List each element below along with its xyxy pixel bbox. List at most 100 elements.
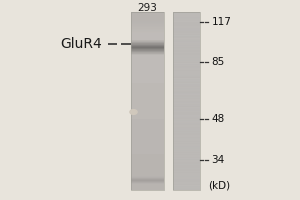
Bar bbox=[130, 62, 164, 63]
Bar bbox=[172, 40, 200, 41]
Bar bbox=[130, 186, 164, 187]
Bar bbox=[172, 120, 200, 121]
Bar bbox=[130, 105, 164, 106]
Bar bbox=[172, 98, 200, 99]
Bar bbox=[130, 40, 164, 41]
Bar bbox=[172, 96, 200, 97]
Bar bbox=[130, 75, 164, 76]
Bar bbox=[130, 46, 164, 47]
Bar bbox=[130, 97, 164, 98]
Bar bbox=[172, 42, 200, 43]
Bar bbox=[172, 146, 200, 147]
Bar bbox=[130, 144, 164, 145]
Bar bbox=[130, 162, 164, 163]
Bar bbox=[172, 114, 200, 115]
Bar bbox=[130, 124, 164, 125]
Bar bbox=[172, 36, 200, 37]
Bar bbox=[172, 148, 200, 149]
Bar bbox=[130, 109, 164, 110]
Bar bbox=[172, 28, 200, 29]
Bar bbox=[172, 79, 200, 80]
Bar bbox=[130, 94, 164, 95]
Bar bbox=[172, 126, 200, 127]
Bar bbox=[130, 56, 164, 57]
Bar bbox=[172, 174, 200, 175]
Bar bbox=[130, 155, 164, 156]
Bar bbox=[130, 70, 164, 71]
Bar bbox=[130, 135, 164, 136]
Bar bbox=[130, 103, 164, 104]
Bar bbox=[130, 182, 164, 183]
Bar bbox=[130, 121, 164, 122]
Bar bbox=[172, 151, 200, 152]
Bar bbox=[130, 179, 164, 180]
Bar bbox=[172, 21, 200, 22]
Bar bbox=[172, 49, 200, 50]
Bar bbox=[172, 87, 200, 88]
Bar bbox=[130, 125, 164, 126]
Bar bbox=[172, 101, 200, 102]
Bar bbox=[172, 103, 200, 104]
Bar bbox=[172, 52, 200, 53]
Bar bbox=[130, 122, 164, 123]
Bar bbox=[130, 59, 164, 60]
Bar bbox=[172, 117, 200, 118]
Bar bbox=[172, 52, 200, 53]
Bar bbox=[130, 42, 164, 43]
Bar bbox=[130, 44, 164, 45]
Bar bbox=[172, 134, 200, 135]
Text: GluR4: GluR4 bbox=[60, 37, 102, 51]
Bar bbox=[130, 21, 164, 22]
Bar bbox=[172, 170, 200, 171]
Bar bbox=[130, 84, 164, 85]
Bar bbox=[130, 145, 164, 146]
Bar bbox=[172, 88, 200, 89]
Bar bbox=[130, 110, 164, 111]
Bar bbox=[130, 76, 164, 77]
Bar bbox=[172, 56, 200, 57]
Bar bbox=[172, 108, 200, 109]
Bar bbox=[172, 27, 200, 28]
Bar bbox=[130, 20, 164, 21]
Bar bbox=[172, 165, 200, 166]
Bar bbox=[172, 138, 200, 139]
Bar bbox=[130, 57, 164, 58]
Bar bbox=[130, 167, 164, 168]
Bar bbox=[130, 176, 164, 177]
Bar bbox=[172, 176, 200, 177]
Bar bbox=[130, 35, 164, 36]
Bar bbox=[130, 69, 164, 70]
Bar bbox=[130, 92, 164, 93]
Bar bbox=[130, 142, 164, 143]
Bar bbox=[130, 138, 164, 139]
Bar bbox=[172, 160, 200, 161]
Bar bbox=[172, 63, 200, 64]
Bar bbox=[172, 59, 200, 60]
Bar bbox=[172, 45, 200, 46]
Bar bbox=[172, 94, 200, 95]
Bar bbox=[130, 168, 164, 169]
Bar bbox=[172, 156, 200, 157]
Bar bbox=[130, 189, 164, 190]
Bar bbox=[130, 161, 164, 162]
Bar bbox=[172, 14, 200, 15]
Bar bbox=[172, 102, 200, 103]
Bar bbox=[130, 132, 164, 133]
Bar bbox=[130, 149, 164, 150]
Bar bbox=[130, 132, 164, 133]
Bar bbox=[130, 22, 164, 23]
Bar bbox=[172, 186, 200, 187]
Bar bbox=[172, 139, 200, 140]
Bar bbox=[172, 85, 200, 86]
Bar bbox=[130, 81, 164, 82]
Bar bbox=[130, 63, 164, 64]
Bar bbox=[172, 71, 200, 72]
Bar bbox=[130, 126, 164, 127]
Bar bbox=[172, 170, 200, 171]
Bar bbox=[130, 122, 164, 123]
Bar bbox=[130, 64, 164, 65]
Bar bbox=[172, 24, 200, 25]
Bar bbox=[172, 105, 200, 106]
Bar bbox=[130, 67, 164, 68]
Bar bbox=[130, 96, 164, 97]
